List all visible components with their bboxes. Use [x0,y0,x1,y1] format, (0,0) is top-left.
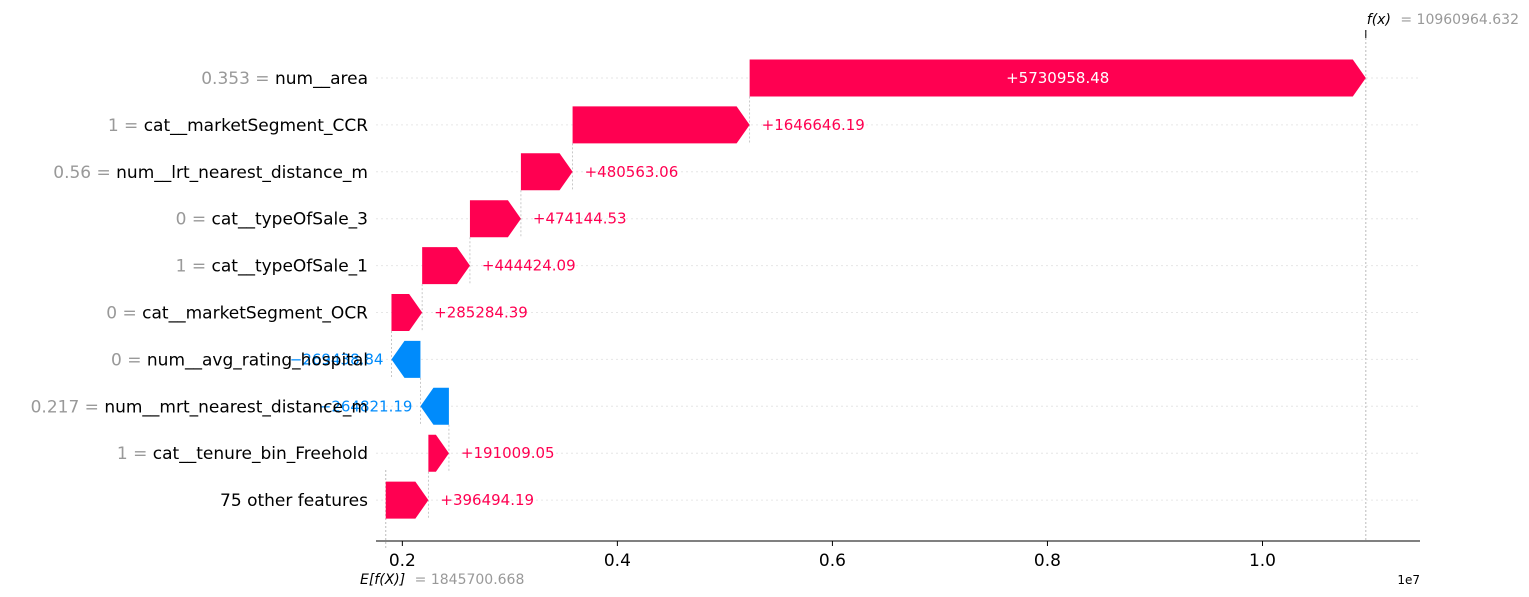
feature-name: cat__marketSegment_OCR [142,304,368,324]
feature-label: 0.56 = num__lrt_nearest_distance_m [53,163,368,183]
bar-cat__marketSegment_CCR [572,106,750,144]
feature-name: cat__typeOfSale_3 [212,210,368,230]
x-tick-label: 0.6 [819,551,846,571]
x-tick-label: 0.2 [389,551,416,571]
feature-value: 1 = [176,257,212,277]
feature-label: 1 = cat__typeOfSale_1 [176,257,368,277]
feature-name: num__avg_rating_hospital [147,350,368,370]
feature-value: 0 = [106,304,142,324]
contribution-label: +474144.53 [533,210,627,228]
annotations: 1e7 f(x) = 10960964.632 E[f(X)] = 184570… [360,12,1519,588]
output-value-annotation: f(x) = 10960964.632 [1367,12,1519,28]
multiplier-label: 1e7 [1397,573,1420,587]
output-value-prefix: f(x) [1367,12,1391,28]
feature-label: 75 other features [220,491,368,511]
bar-cat__marketSegment_OCR [391,294,423,331]
feature-name: num__lrt_nearest_distance_m [116,163,368,183]
contribution-label: −264821.19 [319,397,413,415]
bar-num__area [749,59,1366,97]
feature-label: 0.217 = num__mrt_nearest_distance_m [31,397,368,417]
feature-name: num__mrt_nearest_distance_m [104,397,368,417]
bar-num__mrt_nearest_distance_m [420,387,449,425]
contribution-label: +480563.06 [585,163,679,181]
feature-label: 1 = cat__marketSegment_CCR [108,116,368,136]
bars [385,59,1366,519]
contribution-label: +1646646.19 [762,116,865,134]
contribution-label: +396494.19 [440,491,534,509]
feature-label: 0 = cat__marketSegment_OCR [106,304,368,324]
feature-label: 0 = num__avg_rating_hospital [111,350,368,370]
feature-label: 0.353 = num__area [201,69,368,89]
feature-value: 1 = [117,444,153,464]
feature-label: 1 = cat__tenure_bin_Freehold [117,444,368,464]
feature-value: 0.56 = [53,163,116,183]
bar-cat__tenure_bin_Freehold [428,434,449,472]
feature-name: num__area [275,69,368,89]
bar-cat__typeOfSale_3 [469,200,521,238]
feature-value: 0 = [176,210,212,230]
contribution-label: −269438.84 [290,350,384,368]
feature-name: cat__typeOfSale_1 [212,257,368,277]
feature-value: 0 = [111,350,147,370]
feature-value: 0.217 = [31,397,105,417]
output-value-text: = 10960964.632 [1400,12,1519,28]
x-tick-label: 1.0 [1249,551,1276,571]
bar-cat__typeOfSale_1 [422,247,470,285]
contribution-label: +5730958.48 [1006,69,1109,87]
contribution-label: +444424.09 [482,257,576,275]
bar-num__avg_rating_hospital [391,340,421,378]
feature-name: cat__tenure_bin_Freehold [153,444,368,464]
feature-labels: +5730958.48 0.353 = num__area +1646646.19 1… [31,69,1110,511]
feature-value: 0.353 = [201,69,275,89]
feature-name: cat__marketSegment_CCR [144,116,369,136]
base-value-prefix: E[f(X)] [360,572,405,588]
grid-lines [376,30,1420,548]
base-value-text: = 1845700.668 [415,572,525,588]
feature-value: 1 = [108,116,144,136]
bar-75 other features [385,481,429,519]
contribution-label: +285284.39 [434,304,528,322]
x-tick-label: 0.4 [604,551,631,571]
feature-label: 0 = cat__typeOfSale_3 [176,210,368,230]
contribution-label: +191009.05 [461,444,555,462]
base-value-annotation: E[f(X)] = 1845700.668 [360,572,524,588]
bar-num__lrt_nearest_distance_m [520,153,573,191]
x-tick-label: 0.8 [1034,551,1061,571]
feature-name: 75 other features [220,491,368,511]
x-axis: 0.2 0.4 0.6 0.8 1.0 [376,30,1420,571]
